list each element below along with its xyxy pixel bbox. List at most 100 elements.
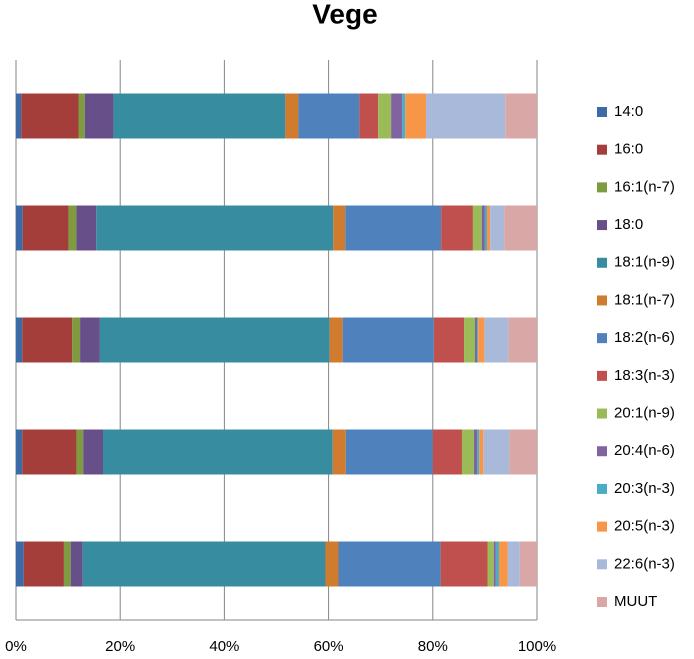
bar-segment xyxy=(16,317,23,363)
bar-segment xyxy=(402,93,406,139)
legend-label: 18:0 xyxy=(614,216,643,233)
legend-label: 18:3(n-3) xyxy=(614,367,675,384)
legend-label: 20:1(n-9) xyxy=(614,405,675,422)
legend-label: 16:0 xyxy=(614,141,643,158)
bar-segment xyxy=(63,541,71,587)
bar-segment xyxy=(78,93,85,139)
legend-label: 18:1(n-7) xyxy=(614,291,675,308)
legend-label: 14:0 xyxy=(614,103,643,120)
legend-label: 16:1(n-7) xyxy=(614,178,675,195)
bar-segment xyxy=(23,541,64,587)
bar-segment xyxy=(475,317,478,363)
legend-swatch xyxy=(597,333,607,344)
legend-swatch xyxy=(597,107,607,117)
legend-swatch xyxy=(597,257,607,268)
legend-label: 22:6(n-3) xyxy=(614,555,675,572)
bar-segment xyxy=(504,205,537,251)
bar-segment xyxy=(490,205,505,251)
bar-segment xyxy=(505,93,537,139)
bar-segment xyxy=(486,205,491,251)
bar-segment xyxy=(433,317,465,363)
legend-swatch xyxy=(597,446,607,457)
bar-segment xyxy=(333,205,346,251)
bar-segment xyxy=(21,93,79,139)
bar-segment xyxy=(96,205,334,251)
bar-segment xyxy=(72,317,81,363)
bar-segment xyxy=(405,93,427,139)
bar-segment xyxy=(80,317,100,363)
legend-swatch xyxy=(597,370,607,381)
bar-segment xyxy=(22,317,73,363)
bar-segment xyxy=(76,205,97,251)
bar-segment xyxy=(464,317,476,363)
bar-segment xyxy=(441,205,473,251)
bar-segment xyxy=(345,429,433,475)
x-tick-label: 0% xyxy=(5,638,27,655)
legend-label: 18:1(n-9) xyxy=(614,254,675,271)
x-tick-label: 40% xyxy=(209,638,239,655)
x-tick-label: 80% xyxy=(418,638,448,655)
bar-segment xyxy=(479,429,484,475)
bar-segment xyxy=(325,541,339,587)
bar-segment xyxy=(338,541,441,587)
bar-segment xyxy=(16,93,22,139)
bar-segment xyxy=(484,317,509,363)
legend-swatch xyxy=(597,521,607,532)
bar-segment xyxy=(432,429,462,475)
legend-label: 20:3(n-3) xyxy=(614,480,675,497)
legend-swatch xyxy=(597,295,607,306)
bar-segment xyxy=(16,541,24,587)
legend-swatch xyxy=(597,483,607,494)
bar-segment xyxy=(498,541,508,587)
bar-segment xyxy=(472,205,482,251)
bar-segment xyxy=(477,317,479,363)
bar-segment xyxy=(473,429,478,475)
bar-segment xyxy=(508,317,537,363)
x-tick-label: 60% xyxy=(314,638,344,655)
bar-segment xyxy=(16,205,23,251)
bar-segment xyxy=(285,93,299,139)
bar-segment xyxy=(426,93,506,139)
bar-segment xyxy=(359,93,379,139)
x-tick-label: 20% xyxy=(105,638,135,655)
bar-segment xyxy=(22,205,69,251)
bar-segment xyxy=(22,429,77,475)
legend-swatch xyxy=(597,182,607,193)
legend-swatch xyxy=(597,559,607,570)
bar-segment xyxy=(332,429,346,475)
bar-segment xyxy=(483,429,510,475)
bar-segment xyxy=(82,541,326,587)
bar-segment xyxy=(391,93,403,139)
bar-segment xyxy=(519,541,537,587)
bar-segment xyxy=(84,93,114,139)
legend-swatch xyxy=(597,408,607,419)
bar-segment xyxy=(16,429,23,475)
bar-segment xyxy=(70,541,83,587)
bar-segment xyxy=(76,429,84,475)
bar-segment xyxy=(493,541,496,587)
legend-swatch xyxy=(597,597,607,607)
legend-label: 18:2(n-6) xyxy=(614,329,675,346)
bar-segment xyxy=(507,541,520,587)
bar-segment xyxy=(478,317,485,363)
bar-segment xyxy=(345,205,442,251)
bar-segment xyxy=(477,429,480,475)
legend-swatch xyxy=(597,220,607,231)
bar-segment xyxy=(83,429,104,475)
bar-segment xyxy=(487,541,494,587)
bar-segment xyxy=(378,93,392,139)
bar-segment xyxy=(484,205,487,251)
chart-title: Vege xyxy=(312,0,377,29)
x-tick-label: 100% xyxy=(518,638,556,655)
bar-segment xyxy=(495,541,499,587)
bar-segment xyxy=(440,541,488,587)
bar-segment xyxy=(342,317,434,363)
bar-segment xyxy=(99,317,330,363)
bar-segment xyxy=(481,205,485,251)
bar-segment xyxy=(298,93,360,139)
legend-label: 20:5(n-3) xyxy=(614,518,675,535)
bar-segment xyxy=(461,429,474,475)
bar-segment xyxy=(68,205,77,251)
legend-label: MUUT xyxy=(614,593,657,610)
